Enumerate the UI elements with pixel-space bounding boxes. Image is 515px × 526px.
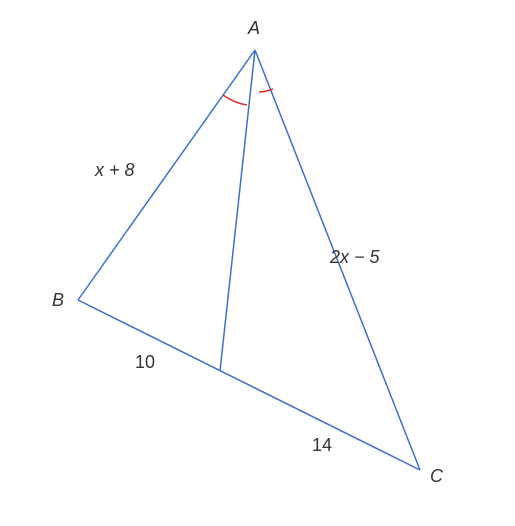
angle-bisector	[220, 50, 255, 371]
edge-dc-label: 14	[312, 435, 332, 456]
edge-ac-label: 2x − 5	[330, 247, 380, 268]
edge-ab-label: x + 8	[95, 160, 135, 181]
triangle-diagram	[0, 0, 515, 526]
angle-arc-left	[223, 95, 247, 105]
vertex-b-label: B	[52, 290, 64, 311]
vertex-c-label: C	[430, 466, 443, 487]
vertex-a-label: A	[248, 18, 260, 39]
edge-bd-label: 10	[135, 352, 155, 373]
edge-bc	[78, 300, 420, 470]
